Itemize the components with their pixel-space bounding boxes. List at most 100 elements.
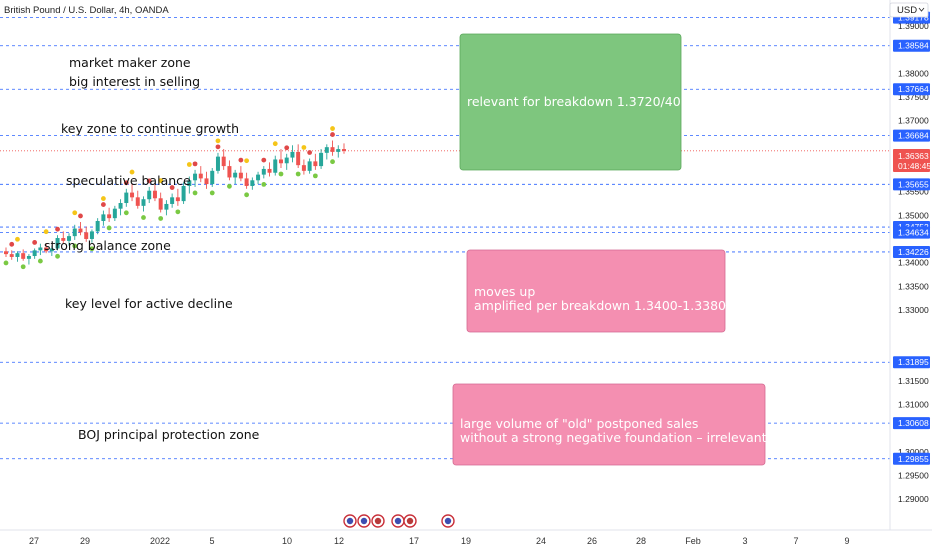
- candle-body: [175, 197, 180, 202]
- candle-body: [118, 203, 123, 209]
- indicator-dot-yellow: [100, 196, 106, 201]
- indicator-dot-red: [330, 132, 335, 137]
- annotation-market-maker-zone: market maker zone: [69, 55, 191, 70]
- candle-body: [238, 172, 243, 179]
- level-price-text: 1.31895: [898, 357, 929, 367]
- candle-body: [278, 159, 283, 164]
- candle-body: [267, 168, 272, 173]
- indicator-dot-green: [89, 246, 95, 252]
- candle-body: [72, 228, 77, 237]
- time-tick-label: 17: [409, 536, 419, 546]
- candle-body: [273, 159, 278, 173]
- candle-body: [342, 149, 346, 151]
- candle-body: [78, 228, 83, 233]
- level-price-badge: [893, 452, 930, 465]
- indicator-dot-green: [227, 183, 232, 189]
- indicator-dot-green: [123, 210, 129, 216]
- indicator-dot-yellow: [15, 236, 20, 242]
- price-tick-label: 1.34000: [898, 258, 929, 268]
- candle-body: [301, 165, 306, 171]
- box-moves-up-pink[interactable]: [466, 249, 726, 333]
- candle-body: [9, 254, 14, 257]
- candle-body: [55, 238, 60, 249]
- price-tick-label: 1.35000: [898, 210, 929, 220]
- indicator-dot-red: [238, 157, 244, 163]
- candle-body: [61, 238, 66, 241]
- annotation-key-zone-growth: key zone to continue growth: [61, 121, 239, 136]
- candle-body: [164, 203, 169, 210]
- time-axis-labels[interactable]: 27 29 2022 5 10 12 17 19 24 26 28 Feb 3 7 9: [29, 536, 850, 546]
- currency-selector[interactable]: USD: [889, 2, 929, 18]
- level-price-text: 1.34226: [898, 247, 929, 257]
- indicator-dot-red: [100, 202, 106, 207]
- candle-body: [15, 253, 20, 257]
- level-price-badge: [893, 417, 930, 430]
- indicator-dot-green: [295, 171, 301, 177]
- indicator-dot-green: [278, 171, 284, 177]
- candle-body: [290, 151, 295, 158]
- candle-body: [147, 190, 152, 200]
- indicator-dot-red: [146, 178, 152, 184]
- candle-body: [26, 256, 31, 259]
- annotation-speculative-balance: speculative balance: [66, 173, 191, 188]
- price-tick-label: 1.35500: [898, 187, 929, 197]
- time-tick-label: 12: [334, 536, 344, 546]
- candle-body: [44, 247, 49, 252]
- box-pink-1-line-1: moves up: [474, 284, 535, 299]
- candle-body: [21, 253, 26, 259]
- candle-body: [38, 247, 43, 251]
- level-price-badge: [893, 356, 930, 369]
- economic-event-markers[interactable]: [343, 514, 455, 528]
- box-breakdown-green[interactable]: [459, 33, 682, 171]
- indicator-dot-yellow: [186, 162, 192, 167]
- time-tick-label: 9: [844, 536, 849, 546]
- indicator-dot-yellow: [330, 126, 335, 131]
- candle-body: [89, 231, 94, 239]
- indicator-dot-green: [175, 209, 181, 215]
- indicator-dot-red: [192, 161, 198, 167]
- annotation-boj-protection-zone: BOJ principal protection zone: [78, 427, 260, 442]
- indicator-dot-yellow: [72, 210, 78, 216]
- time-tick-label: 10: [282, 536, 292, 546]
- candle-body: [244, 178, 249, 186]
- candle-body: [296, 151, 301, 166]
- price-axis-ticks[interactable]: 1.390001.380001.375001.370001.360001.355…: [898, 21, 929, 504]
- time-tick-label: 7: [793, 536, 798, 546]
- currency-label: USD: [897, 5, 917, 16]
- indicator-dot-green: [141, 215, 146, 220]
- candlestick-series: [4, 140, 346, 265]
- price-tick-label: 1.30000: [898, 447, 929, 457]
- level-price-badge: [893, 129, 930, 142]
- level-price-badge: [893, 178, 930, 191]
- level-price-badge: [893, 245, 930, 258]
- annotation-big-interest-selling: big interest in selling: [69, 74, 200, 89]
- box-old-sales-pink[interactable]: [452, 383, 766, 466]
- level-price-text: 1.29855: [898, 454, 929, 464]
- current-price-label: 1.36363 01:48:45: [893, 149, 931, 172]
- candle-body: [4, 251, 8, 255]
- level-price-text: 1.30608: [898, 418, 929, 428]
- indicator-dot-yellow: [244, 158, 250, 164]
- indicator-dot-green: [209, 190, 215, 196]
- candle-body: [124, 192, 129, 204]
- time-tick-label: 3: [742, 536, 747, 546]
- indicator-dot-green: [158, 216, 164, 221]
- candle-body: [319, 152, 324, 167]
- level-price-text: 1.39178: [898, 13, 929, 23]
- level-price-text: 1.38584: [898, 41, 929, 51]
- chevron-down-icon: [918, 7, 925, 12]
- indicator-dot-yellow: [272, 141, 278, 147]
- candle-body: [158, 198, 163, 210]
- candle-body: [141, 199, 146, 206]
- indicator-dot-yellow: [215, 138, 221, 144]
- candle-body: [233, 172, 238, 178]
- candle-body: [261, 168, 266, 175]
- indicator-dot-red: [307, 150, 313, 155]
- us-flag-icon-inner: [346, 517, 354, 525]
- candle-body: [330, 147, 335, 152]
- candle-body: [313, 161, 318, 167]
- candle-body: [221, 156, 226, 167]
- us-flag-icon-inner: [444, 517, 452, 525]
- us-flag-icon-inner: [394, 517, 402, 525]
